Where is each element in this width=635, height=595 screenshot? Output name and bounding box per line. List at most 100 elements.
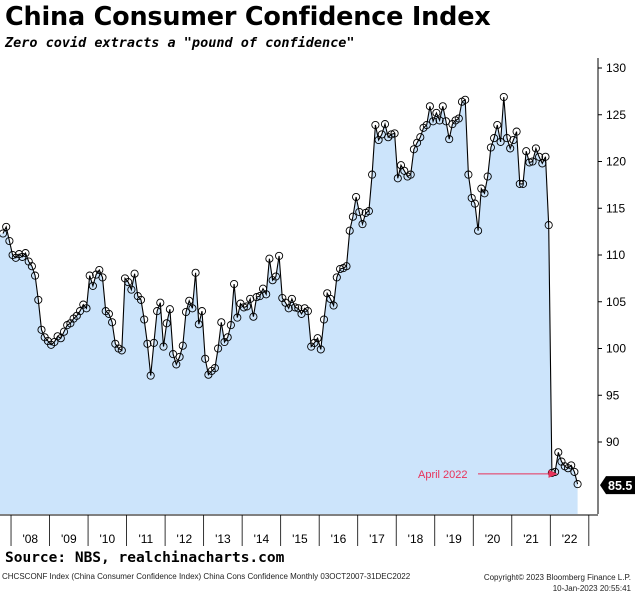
- data-point: [82, 304, 91, 313]
- data-point: [130, 269, 139, 278]
- data-point: [429, 117, 438, 126]
- data-point: [506, 144, 515, 153]
- data-point: [124, 278, 133, 287]
- data-point: [159, 342, 168, 351]
- data-point: [541, 152, 550, 161]
- data-point: [233, 313, 242, 322]
- data-point: [162, 319, 171, 328]
- data-point: [512, 127, 521, 136]
- data-point: [149, 338, 158, 347]
- data-point: [185, 296, 194, 305]
- data-point: [538, 159, 547, 168]
- y-tick-label: 115: [606, 201, 625, 215]
- data-point: [509, 135, 518, 145]
- data-point: [284, 304, 293, 313]
- series-area: [0, 97, 578, 514]
- data-point: [486, 143, 495, 152]
- data-point: [390, 129, 399, 138]
- data-point: [287, 294, 296, 303]
- data-point: [547, 468, 556, 477]
- data-point: [326, 294, 335, 303]
- axes-layer: 90 95 100 105 110 115 120 125 130 '08 '09 '10 '11 '12…: [0, 58, 635, 546]
- data-point: [172, 360, 181, 369]
- y-tick-label: 120: [606, 155, 626, 169]
- data-point: [352, 192, 361, 202]
- data-point: [226, 321, 235, 330]
- data-point: [518, 179, 528, 188]
- data-point: [252, 293, 261, 302]
- data-point: [406, 170, 415, 179]
- data-point: [242, 302, 252, 311]
- data-point: [438, 102, 447, 111]
- data-point: [422, 120, 431, 130]
- data-point: [393, 174, 402, 183]
- data-point: [214, 344, 223, 353]
- data-point: [483, 172, 492, 181]
- x-tick-label: '11: [138, 532, 153, 546]
- data-point: [416, 133, 425, 142]
- data-point: [348, 212, 357, 221]
- data-point: [554, 448, 563, 457]
- data-point: [178, 341, 187, 350]
- data-point: [461, 95, 470, 104]
- points-layer: [0, 92, 582, 489]
- data-point: [454, 114, 463, 123]
- x-tick-label: '10: [100, 532, 116, 546]
- chart-title: China Consumer Confidence Index: [5, 2, 491, 32]
- data-point: [88, 281, 97, 290]
- annotation-arrow-head: [548, 469, 558, 478]
- data-point: [191, 268, 200, 277]
- data-point: [165, 305, 174, 314]
- data-point: [197, 307, 207, 316]
- data-point: [435, 116, 444, 125]
- y-tick-label: 95: [606, 388, 620, 402]
- x-tick-label: '13: [215, 532, 231, 546]
- data-point: [262, 290, 271, 299]
- data-point: [480, 189, 489, 198]
- source-note: Source: NBS, realchinacharts.com: [5, 550, 285, 566]
- copyright: Copyright© 2023 Bloomberg Finance L.P.: [483, 573, 631, 582]
- y-tick-label: 105: [606, 295, 626, 309]
- data-point: [249, 312, 258, 321]
- x-tick-label: '12: [177, 532, 193, 546]
- data-point: [85, 271, 94, 280]
- footer-meta: CHCSCONF Index (China Consumer Confidenc…: [2, 572, 411, 581]
- last-value-box: [600, 476, 635, 495]
- data-point: [358, 220, 367, 229]
- x-tick-label: '22: [562, 532, 578, 546]
- timestamp: 10-Jan-2023 20:55:41: [552, 584, 631, 593]
- data-point: [108, 318, 117, 327]
- data-point: [425, 102, 434, 111]
- data-point: [345, 226, 354, 235]
- y-tick-label: 90: [606, 435, 620, 449]
- data-point: [21, 249, 30, 258]
- data-point: [146, 371, 155, 380]
- x-tick-label: '17: [369, 532, 385, 546]
- annotation-layer: April 2022: [418, 469, 558, 481]
- data-point: [364, 207, 373, 216]
- data-point: [316, 345, 325, 354]
- data-point: [499, 92, 508, 102]
- data-point: [291, 303, 300, 312]
- line-layer: [2, 96, 579, 485]
- data-point: [432, 108, 441, 117]
- y-tick-label: 130: [606, 61, 626, 75]
- data-point: [387, 130, 396, 139]
- data-point: [573, 480, 582, 489]
- data-point: [181, 307, 191, 317]
- data-point: [98, 273, 107, 282]
- data-point: [265, 254, 274, 263]
- data-point: [188, 304, 197, 313]
- data-point: [368, 170, 377, 179]
- x-tick-label: '21: [523, 532, 539, 546]
- data-point: [570, 467, 579, 476]
- data-point: [136, 295, 146, 304]
- data-point: [525, 158, 534, 167]
- series-line: [2, 96, 579, 485]
- data-point: [156, 298, 165, 307]
- data-point: [470, 199, 479, 208]
- x-tick-label: '09: [61, 532, 77, 546]
- data-point: [445, 135, 454, 144]
- data-point: [332, 273, 341, 282]
